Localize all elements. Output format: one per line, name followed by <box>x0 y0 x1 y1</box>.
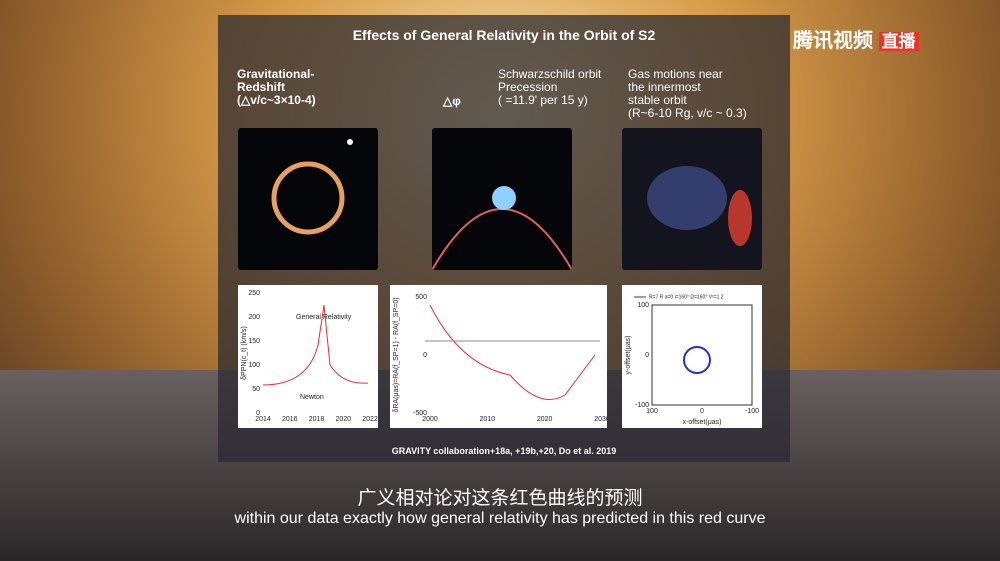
col-text: △φ <box>443 95 461 108</box>
y-tick-label: 100 <box>248 362 260 369</box>
legend: R=7 R a=0 i=160° Ω=160° V²=1.2 <box>649 294 724 300</box>
y-tick-label: 150 <box>248 338 260 345</box>
credit: GRAVITY collaboration+18a, +19b,+20, Do … <box>391 446 617 456</box>
x-tick-label: 2022 <box>362 416 378 423</box>
x-tick-label: 2010 <box>480 416 496 423</box>
precession-chart: 2000 2010 2020 2030 500 0 -500 δRA(μas)=RA(f_SP… <box>390 285 607 428</box>
curve-label: General Relativity <box>296 314 352 321</box>
text-line: Gas motions near <box>628 67 723 81</box>
x-tick-label: 2018 <box>309 416 325 423</box>
x-tick-label: 0 <box>700 408 704 415</box>
black-hole-image <box>238 128 378 270</box>
text-line: ( =11.9' per 15 y) <box>498 93 588 107</box>
x-tick-label: 2030 <box>594 416 607 423</box>
x-tick-label: 2020 <box>537 416 553 423</box>
subtitle-chinese: 广义相对论对这条红色曲线的预测 <box>357 488 643 509</box>
orbit-image <box>432 128 572 270</box>
offset-chart: 100 0 -1001000-100y-offset(μas)x-offset(μa… <box>622 285 762 428</box>
y-axis-label: y-offset(μas) <box>625 336 632 375</box>
y-axis-label: δRA(μas)=RA(f_SP=1) - RA(f_SP=0) <box>393 297 400 412</box>
text-line: Redshift <box>237 80 285 94</box>
y-tick-label: 0 <box>423 352 427 359</box>
y-tick-label: 50 <box>252 386 260 393</box>
redshift-chart: 2014 2016 2018 2020 2022 250 200 150 100 50 0 δPPN(… <box>238 285 378 428</box>
x-tick-label: 2000 <box>422 416 438 423</box>
text-line: △φ <box>443 94 461 108</box>
y-tick-label: 0 <box>256 410 260 417</box>
slide-title: Effects of General Relativity in the Orb… <box>352 27 656 43</box>
x-tick-label: 2020 <box>335 416 351 423</box>
logo: 腾讯视频 直播 <box>793 24 919 53</box>
text-line: the innermost <box>628 80 701 94</box>
y-tick-label: 200 <box>248 314 260 321</box>
y-tick-label: 250 <box>248 290 260 297</box>
y-tick-label: -100 <box>635 402 649 409</box>
x-axis-label: x-offset(μas) <box>683 419 722 426</box>
logo-badge: 直播 <box>878 32 919 51</box>
x-tick-label: 100 <box>646 408 658 415</box>
x-tick-label: 2014 <box>255 416 271 423</box>
x-tick-label: 2016 <box>282 416 298 423</box>
col-text: Gravitational- Redshift (△v/c~3×10-4) <box>237 68 316 107</box>
text-line: (△v/c~3×10-4) <box>237 93 316 107</box>
text-line: stable orbit <box>628 93 687 107</box>
text-line: Schwarzschild orbit <box>498 67 602 81</box>
x-tick-label: -100 <box>745 408 759 415</box>
text-line: (R~6-10 Rg, v/c ~ 0.3) <box>628 106 747 120</box>
col-text: Gas motions near the innermost stable orbi… <box>628 68 747 120</box>
text-line: Gravitational- <box>237 67 315 81</box>
y-tick-label: 100 <box>637 302 649 309</box>
subtitle-english: within our data exactly how general rela… <box>234 510 766 527</box>
y-tick-label: 500 <box>415 294 427 301</box>
baseline-label: Newton <box>300 394 324 401</box>
text-line: Precession <box>498 80 558 94</box>
y-tick-label: 0 <box>645 352 649 359</box>
logo-brand: 腾讯视频 <box>793 30 873 52</box>
col-text: Schwarzschild orbit Precession( =11.9' pe… <box>498 68 601 107</box>
y-axis-label: δPPN(c_t) (km/s) <box>241 326 248 380</box>
gas-image <box>622 128 762 270</box>
y-tick-label: -500 <box>413 410 427 417</box>
